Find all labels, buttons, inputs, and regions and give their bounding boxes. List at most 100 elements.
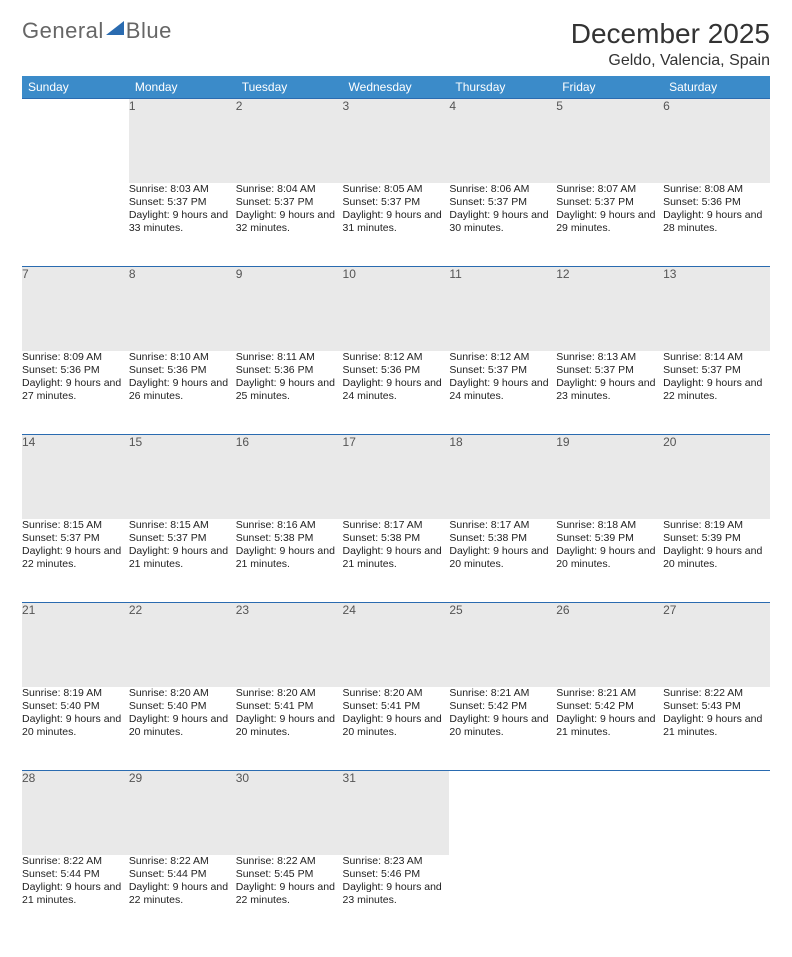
sunrise-text: Sunrise: 8:20 AM (343, 687, 450, 700)
day-cell: Sunrise: 8:05 AMSunset: 5:37 PMDaylight:… (343, 183, 450, 267)
day-number: 18 (449, 435, 556, 519)
day-cell: Sunrise: 8:18 AMSunset: 5:39 PMDaylight:… (556, 519, 663, 603)
sunset-text: Sunset: 5:37 PM (663, 364, 770, 377)
daylight-text: Daylight: 9 hours and 22 minutes. (129, 881, 236, 907)
sunrise-text: Sunrise: 8:20 AM (236, 687, 343, 700)
day-number: 12 (556, 267, 663, 351)
sunset-text: Sunset: 5:45 PM (236, 868, 343, 881)
day-cell (663, 855, 770, 939)
day-cell: Sunrise: 8:08 AMSunset: 5:36 PMDaylight:… (663, 183, 770, 267)
header: General Blue December 2025 Geldo, Valenc… (22, 18, 770, 70)
brand-part1: General (22, 18, 104, 44)
day-cell: Sunrise: 8:12 AMSunset: 5:36 PMDaylight:… (343, 351, 450, 435)
calendar-page: General Blue December 2025 Geldo, Valenc… (0, 0, 792, 957)
sunset-text: Sunset: 5:36 PM (236, 364, 343, 377)
sunset-text: Sunset: 5:36 PM (343, 364, 450, 377)
day-cell: Sunrise: 8:14 AMSunset: 5:37 PMDaylight:… (663, 351, 770, 435)
title-block: December 2025 Geldo, Valencia, Spain (571, 18, 770, 70)
day-number-row: 14151617181920 (22, 435, 770, 519)
day-number: 19 (556, 435, 663, 519)
day-number: 10 (343, 267, 450, 351)
daylight-text: Daylight: 9 hours and 21 minutes. (22, 881, 129, 907)
day-number: 30 (236, 771, 343, 855)
day-number: 29 (129, 771, 236, 855)
day-cell: Sunrise: 8:03 AMSunset: 5:37 PMDaylight:… (129, 183, 236, 267)
day-cell: Sunrise: 8:21 AMSunset: 5:42 PMDaylight:… (449, 687, 556, 771)
day-cell: Sunrise: 8:04 AMSunset: 5:37 PMDaylight:… (236, 183, 343, 267)
day-cell: Sunrise: 8:22 AMSunset: 5:44 PMDaylight:… (22, 855, 129, 939)
sunrise-text: Sunrise: 8:06 AM (449, 183, 556, 196)
sunset-text: Sunset: 5:44 PM (22, 868, 129, 881)
day-number: 5 (556, 99, 663, 183)
sunset-text: Sunset: 5:36 PM (22, 364, 129, 377)
day-cell: Sunrise: 8:22 AMSunset: 5:44 PMDaylight:… (129, 855, 236, 939)
sunrise-text: Sunrise: 8:05 AM (343, 183, 450, 196)
day-number: 20 (663, 435, 770, 519)
day-cell: Sunrise: 8:12 AMSunset: 5:37 PMDaylight:… (449, 351, 556, 435)
day-number: 28 (22, 771, 129, 855)
day-number: 1 (129, 99, 236, 183)
sunset-text: Sunset: 5:38 PM (236, 532, 343, 545)
sunset-text: Sunset: 5:41 PM (236, 700, 343, 713)
sunset-text: Sunset: 5:37 PM (22, 532, 129, 545)
day-cell: Sunrise: 8:15 AMSunset: 5:37 PMDaylight:… (129, 519, 236, 603)
daylight-text: Daylight: 9 hours and 24 minutes. (449, 377, 556, 403)
sunset-text: Sunset: 5:38 PM (343, 532, 450, 545)
day-number: 4 (449, 99, 556, 183)
day-cell: Sunrise: 8:16 AMSunset: 5:38 PMDaylight:… (236, 519, 343, 603)
daylight-text: Daylight: 9 hours and 27 minutes. (22, 377, 129, 403)
day-cell: Sunrise: 8:20 AMSunset: 5:40 PMDaylight:… (129, 687, 236, 771)
day-cell: Sunrise: 8:19 AMSunset: 5:39 PMDaylight:… (663, 519, 770, 603)
day-number: 26 (556, 603, 663, 687)
day-number: 24 (343, 603, 450, 687)
day-content-row: Sunrise: 8:22 AMSunset: 5:44 PMDaylight:… (22, 855, 770, 939)
day-cell: Sunrise: 8:17 AMSunset: 5:38 PMDaylight:… (343, 519, 450, 603)
day-number (556, 771, 663, 855)
daylight-text: Daylight: 9 hours and 21 minutes. (343, 545, 450, 571)
sunrise-text: Sunrise: 8:10 AM (129, 351, 236, 364)
day-number-row: 21222324252627 (22, 603, 770, 687)
day-number-row: 28293031 (22, 771, 770, 855)
day-cell: Sunrise: 8:10 AMSunset: 5:36 PMDaylight:… (129, 351, 236, 435)
day-number: 14 (22, 435, 129, 519)
sunset-text: Sunset: 5:42 PM (556, 700, 663, 713)
day-cell: Sunrise: 8:07 AMSunset: 5:37 PMDaylight:… (556, 183, 663, 267)
day-number (22, 99, 129, 183)
weekday-header: Saturday (663, 76, 770, 99)
weekday-header: Thursday (449, 76, 556, 99)
daylight-text: Daylight: 9 hours and 20 minutes. (663, 545, 770, 571)
day-number: 9 (236, 267, 343, 351)
sunset-text: Sunset: 5:41 PM (343, 700, 450, 713)
month-title: December 2025 (571, 18, 770, 50)
day-cell: Sunrise: 8:22 AMSunset: 5:45 PMDaylight:… (236, 855, 343, 939)
weekday-header: Monday (129, 76, 236, 99)
sunset-text: Sunset: 5:36 PM (663, 196, 770, 209)
daylight-text: Daylight: 9 hours and 26 minutes. (129, 377, 236, 403)
sunset-text: Sunset: 5:37 PM (449, 364, 556, 377)
sunrise-text: Sunrise: 8:14 AM (663, 351, 770, 364)
sunrise-text: Sunrise: 8:19 AM (22, 687, 129, 700)
day-number: 23 (236, 603, 343, 687)
daylight-text: Daylight: 9 hours and 21 minutes. (236, 545, 343, 571)
daylight-text: Daylight: 9 hours and 21 minutes. (556, 713, 663, 739)
sunrise-text: Sunrise: 8:20 AM (129, 687, 236, 700)
daylight-text: Daylight: 9 hours and 28 minutes. (663, 209, 770, 235)
brand-part2: Blue (126, 18, 172, 44)
sunset-text: Sunset: 5:36 PM (129, 364, 236, 377)
daylight-text: Daylight: 9 hours and 33 minutes. (129, 209, 236, 235)
sunrise-text: Sunrise: 8:22 AM (129, 855, 236, 868)
day-number: 17 (343, 435, 450, 519)
sunset-text: Sunset: 5:37 PM (449, 196, 556, 209)
day-number: 6 (663, 99, 770, 183)
sunset-text: Sunset: 5:42 PM (449, 700, 556, 713)
day-number (663, 771, 770, 855)
day-cell: Sunrise: 8:17 AMSunset: 5:38 PMDaylight:… (449, 519, 556, 603)
day-number: 22 (129, 603, 236, 687)
sunrise-text: Sunrise: 8:12 AM (343, 351, 450, 364)
day-number-row: 123456 (22, 99, 770, 183)
sunset-text: Sunset: 5:40 PM (129, 700, 236, 713)
sunset-text: Sunset: 5:46 PM (343, 868, 450, 881)
day-cell: Sunrise: 8:21 AMSunset: 5:42 PMDaylight:… (556, 687, 663, 771)
daylight-text: Daylight: 9 hours and 20 minutes. (129, 713, 236, 739)
sunrise-text: Sunrise: 8:19 AM (663, 519, 770, 532)
